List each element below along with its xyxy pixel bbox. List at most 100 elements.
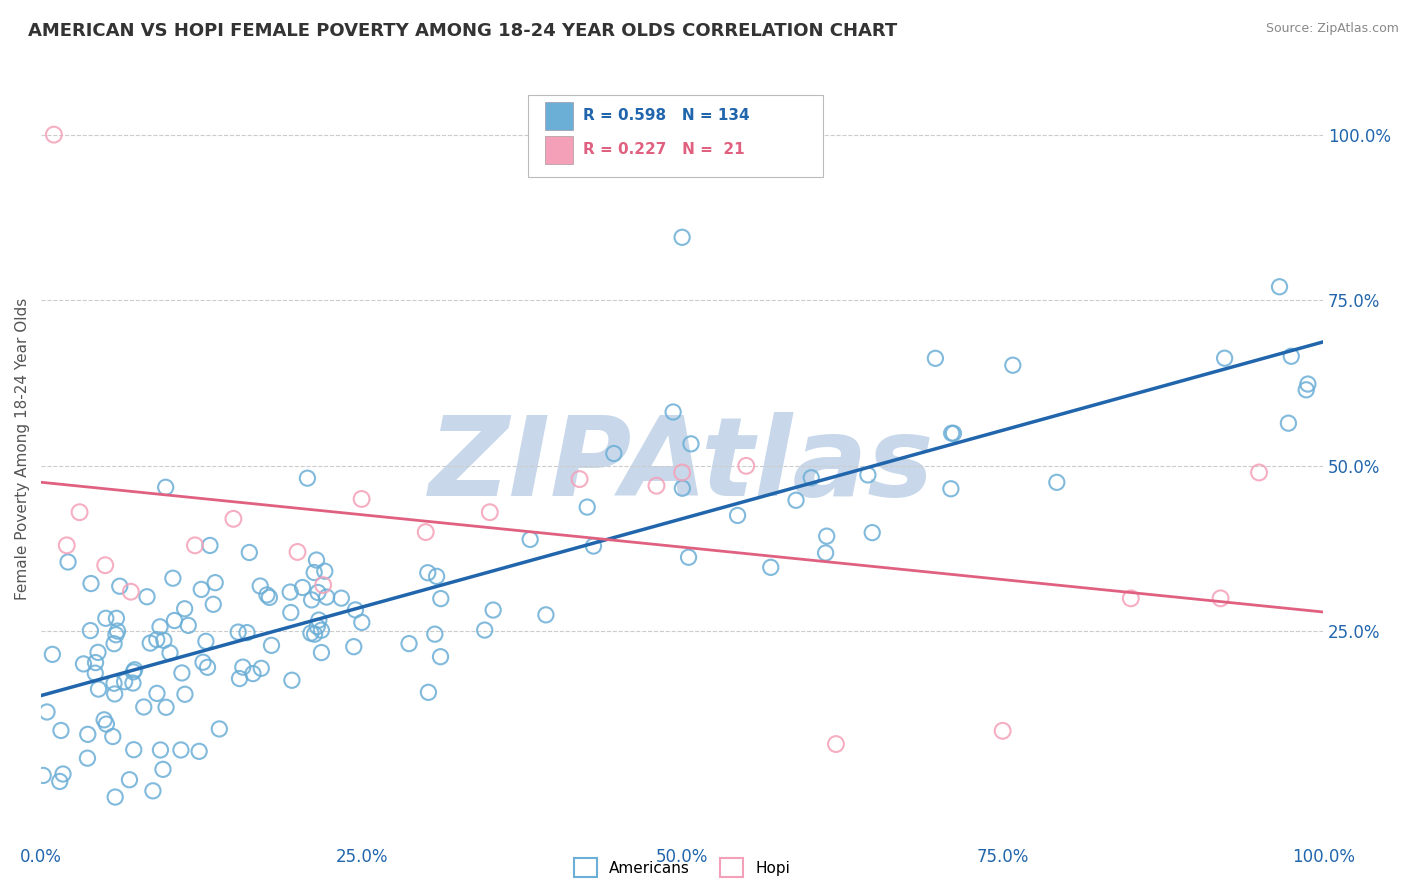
- Point: [291, 581, 314, 595]
- Point: [104, 687, 127, 701]
- Point: [259, 591, 281, 605]
- Point: [32, 768, 55, 782]
- Point: [242, 666, 264, 681]
- Point: [120, 584, 142, 599]
- Point: [1046, 475, 1069, 490]
- Point: [84, 666, 107, 681]
- Point: [198, 538, 221, 552]
- Point: [278, 585, 301, 599]
- Point: [301, 593, 323, 607]
- Point: [418, 685, 440, 699]
- Point: [79, 624, 101, 638]
- Point: [678, 550, 700, 565]
- Point: [260, 638, 283, 652]
- Text: ZIPAtlas: ZIPAtlas: [429, 411, 935, 518]
- Point: [108, 579, 131, 593]
- Point: [482, 603, 505, 617]
- Point: [815, 529, 838, 543]
- Point: [534, 607, 557, 622]
- Point: [1119, 591, 1142, 606]
- Point: [1279, 349, 1302, 363]
- Point: [163, 614, 186, 628]
- Point: [350, 491, 373, 506]
- Bar: [546, 136, 574, 164]
- Point: [474, 623, 496, 637]
- Point: [645, 479, 668, 493]
- Point: [287, 545, 309, 559]
- Point: [519, 533, 541, 547]
- Point: [416, 566, 439, 580]
- Point: [76, 751, 98, 765]
- Point: [1295, 383, 1317, 397]
- Point: [343, 640, 366, 654]
- Point: [299, 626, 322, 640]
- Point: [104, 790, 127, 805]
- Point: [101, 730, 124, 744]
- Point: [415, 525, 437, 540]
- Point: [52, 767, 75, 781]
- Point: [1209, 591, 1232, 606]
- Point: [103, 676, 125, 690]
- Point: [582, 539, 605, 553]
- Point: [662, 405, 685, 419]
- Point: [114, 674, 136, 689]
- Point: [170, 665, 193, 680]
- Point: [152, 762, 174, 776]
- Point: [107, 624, 129, 638]
- Point: [430, 591, 453, 606]
- Point: [250, 661, 273, 675]
- Point: [55, 538, 77, 552]
- Point: [314, 564, 336, 578]
- Point: [249, 579, 271, 593]
- Point: [330, 591, 353, 606]
- Point: [305, 553, 328, 567]
- Point: [236, 625, 259, 640]
- Point: [727, 508, 749, 523]
- Point: [177, 618, 200, 632]
- Point: [93, 713, 115, 727]
- Point: [204, 575, 226, 590]
- Text: Source: ZipAtlas.com: Source: ZipAtlas.com: [1265, 22, 1399, 36]
- Point: [146, 632, 169, 647]
- Point: [297, 471, 319, 485]
- Point: [142, 784, 165, 798]
- Point: [759, 560, 782, 574]
- Point: [311, 624, 333, 638]
- Point: [304, 627, 326, 641]
- Point: [191, 655, 214, 669]
- Point: [311, 646, 333, 660]
- Point: [41, 648, 63, 662]
- Point: [132, 700, 155, 714]
- Point: [87, 645, 110, 659]
- Point: [1247, 466, 1270, 480]
- Point: [174, 687, 197, 701]
- Point: [188, 744, 211, 758]
- Point: [146, 686, 169, 700]
- Point: [307, 619, 329, 633]
- Point: [429, 649, 451, 664]
- Point: [42, 128, 65, 142]
- Point: [991, 723, 1014, 738]
- Point: [104, 628, 127, 642]
- Point: [170, 743, 193, 757]
- Point: [35, 705, 58, 719]
- Point: [308, 613, 330, 627]
- Point: [603, 446, 626, 460]
- Point: [105, 611, 128, 625]
- Point: [825, 737, 848, 751]
- Point: [136, 590, 159, 604]
- Point: [226, 625, 249, 640]
- Point: [103, 637, 125, 651]
- Point: [1296, 377, 1319, 392]
- Point: [350, 615, 373, 630]
- Point: [924, 351, 946, 366]
- Point: [153, 633, 176, 648]
- Point: [939, 482, 962, 496]
- Point: [159, 646, 181, 660]
- Y-axis label: Female Poverty Among 18-24 Year Olds: Female Poverty Among 18-24 Year Olds: [15, 298, 30, 600]
- Point: [190, 582, 212, 597]
- Point: [194, 634, 217, 648]
- Point: [735, 458, 758, 473]
- Point: [118, 772, 141, 787]
- Point: [942, 426, 965, 441]
